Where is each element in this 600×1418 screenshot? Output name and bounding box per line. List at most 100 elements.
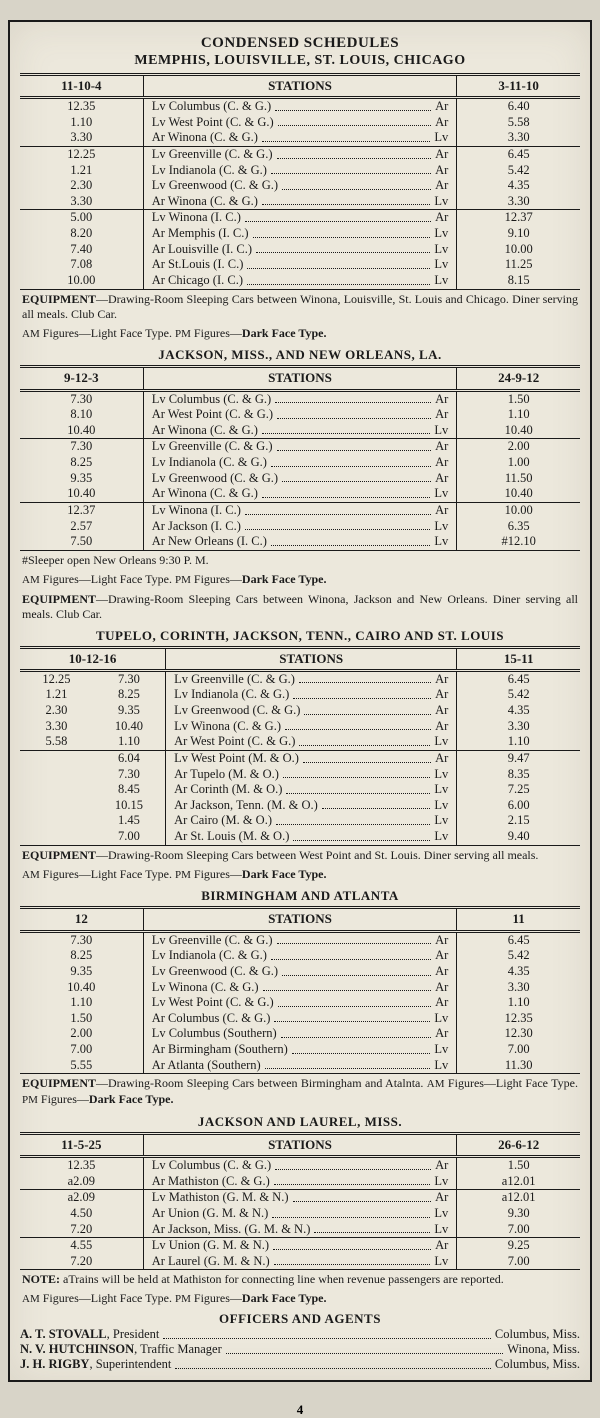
schedule-row: 2.57Ar Jackson (I. C.)Lv6.35	[20, 519, 580, 535]
time-left: 8.20	[20, 226, 143, 242]
schedule-row: 7.30Lv Greenville (C. & G.)Ar6.45	[20, 931, 580, 948]
schedule-row: a2.09Lv Mathiston (G. M. & N.)Ara12.01	[20, 1190, 580, 1206]
station-name: Ar Winona (C. & G.)	[152, 194, 258, 210]
station-name: Lv Greenwood (C. & G.)	[152, 964, 278, 980]
note: AM Figures—Light Face Type. PM Figures—D…	[20, 324, 580, 344]
leader-dots	[293, 687, 431, 699]
station-name: Ar St. Louis (M. & O.)	[174, 829, 289, 845]
time-right: 6.45	[457, 146, 580, 162]
main-title: CONDENSED SCHEDULES	[20, 34, 580, 53]
time-left-1	[20, 829, 93, 845]
leader-dots	[282, 964, 431, 976]
schedule-row: 5.55Ar Atlanta (Southern)Lv11.30	[20, 1058, 580, 1074]
station-cell: Lv Mathiston (G. M. & N.)Ar	[143, 1190, 457, 1206]
schedule-row: 2.00Lv Columbus (Southern)Ar12.30	[20, 1026, 580, 1042]
arrive-depart: Ar	[435, 1238, 448, 1254]
time-right: 1.00	[457, 455, 580, 471]
time-right: 12.30	[457, 1026, 580, 1042]
station-cell: Lv West Point (M. & O.)Ar	[166, 750, 457, 766]
schedule-row: 7.40Ar Louisville (I. C.)Lv10.00	[20, 242, 580, 258]
note: AM Figures—Light Face Type. PM Figures—D…	[20, 865, 580, 885]
time-left: 12.35	[20, 98, 143, 115]
time-left-1	[20, 750, 93, 766]
station-cell: Ar Memphis (I. C.)Lv	[143, 226, 457, 242]
time-left-2: 10.15	[93, 798, 166, 814]
leader-dots	[286, 782, 430, 794]
time-right: 3.30	[457, 130, 580, 146]
right-header: 26-6-12	[457, 1133, 580, 1156]
station-name: Ar Memphis (I. C.)	[152, 226, 249, 242]
time-right: 7.00	[457, 1254, 580, 1270]
schedule-row: 10.00Ar Chicago (I. C.)Lv8.15	[20, 273, 580, 289]
time-right: 8.15	[457, 273, 580, 289]
arrive-depart: Lv	[434, 1206, 448, 1222]
station-cell: Ar Winona (C. & G.)Lv	[143, 130, 457, 146]
arrive-depart: Lv	[434, 1222, 448, 1238]
station-cell: Lv Greenwood (C. & G.)Ar	[166, 703, 457, 719]
time-right: 5.42	[457, 687, 580, 703]
station-name: Ar New Orleans (I. C.)	[152, 534, 267, 550]
schedule-row: 7.30Lv Columbus (C. & G.)Ar1.50	[20, 390, 580, 407]
station-name: Lv Winona (C. & G.)	[174, 719, 281, 735]
station-cell: Ar Jackson (I. C.)Lv	[143, 519, 457, 535]
arrive-depart: Ar	[435, 115, 448, 131]
arrive-depart: Ar	[435, 471, 448, 487]
time-left: 7.30	[20, 390, 143, 407]
right-header: 15-11	[457, 647, 580, 670]
time-left: 12.37	[20, 502, 143, 518]
time-right: 1.10	[457, 995, 580, 1011]
arrive-depart: Lv	[434, 829, 448, 845]
time-left-1: 1.21	[20, 687, 93, 703]
note: AM Figures—Light Face Type. PM Figures—D…	[20, 1289, 580, 1309]
station-cell: Lv Greenwood (C. & G.)Ar	[143, 178, 457, 194]
note: EQUIPMENT—Drawing-Room Sleeping Cars bet…	[20, 590, 580, 624]
schedule-row: 8.25Lv Indianola (C. & G.)Ar5.42	[20, 948, 580, 964]
time-left: 1.21	[20, 163, 143, 179]
leader-dots	[273, 1238, 431, 1250]
time-right: 1.10	[457, 407, 580, 423]
time-left-2: 1.10	[93, 734, 166, 750]
schedule-row: 4.50Ar Union (G. M. & N.)Lv9.30	[20, 1206, 580, 1222]
time-left-1: 3.30	[20, 719, 93, 735]
station-cell: Ar Louisville (I. C.)Lv	[143, 242, 457, 258]
leader-dots	[293, 1190, 432, 1202]
time-left: 9.35	[20, 471, 143, 487]
time-left: 2.30	[20, 178, 143, 194]
time-right: 12.35	[457, 1011, 580, 1027]
station-cell: Ar Birmingham (Southern)Lv	[143, 1042, 457, 1058]
arrive-depart: Ar	[435, 948, 448, 964]
leader-dots	[275, 99, 431, 111]
schedule-table: 10-12-16STATIONS15-1112.257.30Lv Greenvi…	[20, 646, 580, 846]
station-name: Ar Mathiston (C. & G.)	[152, 1174, 270, 1190]
station-cell: Lv Greenwood (C. & G.)Ar	[143, 964, 457, 980]
time-left: 1.50	[20, 1011, 143, 1027]
leader-dots	[247, 273, 430, 285]
schedule-row: 12.37Lv Winona (I. C.)Ar10.00	[20, 502, 580, 518]
station-cell: Ar West Point (C. & G.)Ar	[143, 407, 457, 423]
station-name: Ar Corinth (M. & O.)	[174, 782, 282, 798]
time-left-2: 7.30	[93, 767, 166, 783]
station-cell: Lv Indianola (C. & G.)Ar	[143, 163, 457, 179]
officer-city: Winona, Miss.	[507, 1342, 580, 1357]
leader-dots	[299, 734, 430, 746]
time-right: 10.00	[457, 502, 580, 518]
schedule-row: 10.40Lv Winona (C. & G.)Ar3.30	[20, 980, 580, 996]
leader-dots	[276, 813, 430, 825]
leader-dots	[253, 226, 431, 238]
officer-row: A. T. STOVALL, PresidentColumbus, Miss.	[20, 1327, 580, 1342]
station-cell: Ar Winona (C. & G.)Lv	[143, 486, 457, 502]
time-right: 1.50	[457, 1157, 580, 1174]
station-name: Lv Indianola (C. & G.)	[152, 163, 267, 179]
left-header: 11-10-4	[20, 74, 143, 97]
station-cell: Lv Greenville (C. & G.)Ar	[143, 931, 457, 948]
right-header: 11	[457, 908, 580, 931]
stations-header: STATIONS	[143, 1133, 457, 1156]
station-name: Ar Chicago (I. C.)	[152, 273, 243, 289]
schedule-row: 1.10Lv West Point (C. & G.)Ar1.10	[20, 995, 580, 1011]
leader-dots	[277, 407, 431, 419]
note: EQUIPMENT—Drawing-Room Sleeping Cars bet…	[20, 1074, 580, 1110]
time-left: 4.55	[20, 1238, 143, 1254]
schedule-row: 6.04Lv West Point (M. & O.)Ar9.47	[20, 750, 580, 766]
time-left-2: 8.45	[93, 782, 166, 798]
station-name: Lv West Point (C. & G.)	[152, 115, 274, 131]
